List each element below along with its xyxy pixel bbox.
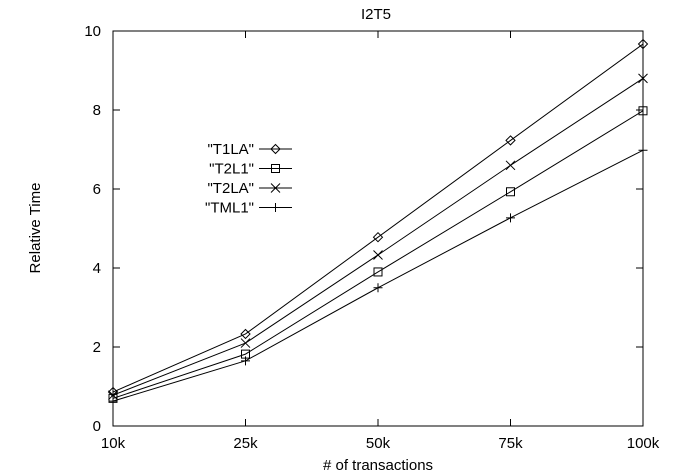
y-tick-label: 2 [93,339,101,356]
data-point-diamond [505,135,516,146]
data-point-diamond [637,38,649,50]
y-tick-label: 8 [93,102,101,119]
plot-frame [112,30,644,427]
legend: "T1LA" "T2L1" "T2LA" "TML1" [205,141,292,217]
data-point-x [373,250,383,260]
data-point-plus [241,356,250,366]
data-point-square [373,267,383,277]
x-tick-label: 50k [366,435,391,452]
legend-marker-diamond [270,143,281,155]
x-tick-label: 10k [101,435,126,452]
series-lines [112,43,644,402]
axis-ticks [112,30,644,427]
data-point-diamond [240,328,251,340]
data-point-square [638,106,648,116]
data-point-x [108,390,118,401]
data-point-plus [108,396,118,406]
x-tick-label: 75k [498,435,523,452]
legend-marker-plus [271,203,280,212]
legend-label: "T1LA" [207,141,254,158]
data-point-x [240,338,251,348]
y-axis-title: Relative Time [27,183,44,274]
y-tick-label: 4 [93,260,101,277]
y-tick-label: 10 [84,23,101,40]
axis-tick-labels: 0 2 4 6 8 10 10k 25k 50k 75k 100k [84,23,659,452]
data-point-diamond [107,386,119,398]
y-tick-label: 0 [93,418,101,435]
data-point-x [505,160,516,171]
data-point-square [506,187,515,197]
legend-marker-x [270,183,281,193]
series-line-0 [112,43,644,393]
x-axis-title: # of transactions [323,457,433,474]
data-point-plus [506,213,515,223]
series-markers [107,38,649,406]
legend-label: "TML1" [205,200,254,217]
data-point-plus [638,145,648,155]
chart-title: I2T5 [361,6,391,23]
legend-label: "T2LA" [207,180,254,197]
x-tick-label: 100k [627,435,660,452]
x-tick-label: 25k [233,435,258,452]
series-line-1 [112,110,644,399]
legend-marker-square [271,164,280,173]
data-point-diamond [372,231,384,243]
legend-label: "T2L1" [209,161,254,178]
data-point-plus [373,283,383,293]
y-tick-label: 6 [93,181,101,198]
data-point-x [638,73,648,84]
